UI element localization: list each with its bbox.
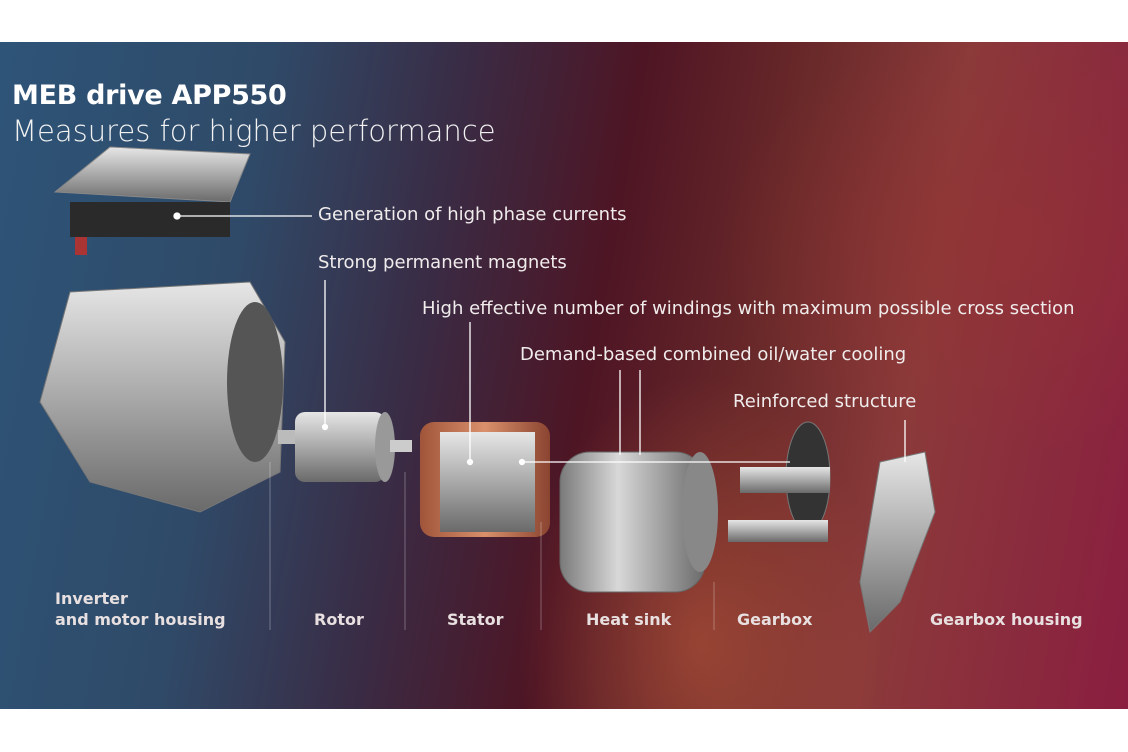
callout-magnets: Strong permanent magnets — [318, 252, 567, 273]
slide-subtitle: Measures for higher performance — [12, 114, 496, 148]
gearbox-housing-image — [859, 451, 936, 634]
stator-image — [420, 422, 550, 537]
heat-sink-image — [559, 451, 718, 593]
part-separators — [269, 462, 715, 630]
part-label-rotor: Rotor — [314, 610, 364, 629]
slide: MEB drive APP550 Measures for higher per… — [0, 42, 1128, 709]
callout-structure: Reinforced structure — [733, 391, 917, 412]
part-label-gearbox-housing: Gearbox housing — [930, 610, 1083, 629]
callout-windings: High effective number of windings with m… — [422, 298, 1075, 319]
part-label-line: Inverter — [55, 589, 128, 608]
leader-lines — [173, 212, 906, 466]
part-label-stator: Stator — [447, 610, 504, 629]
slide-title: MEB drive APP550 — [12, 80, 287, 111]
motor-housing-image — [39, 281, 286, 513]
part-label-line: and motor housing — [55, 610, 226, 629]
part-label-inverter-housing: Inverter and motor housing — [55, 588, 226, 630]
callout-cooling: Demand-based combined oil/water cooling — [520, 344, 907, 365]
exploded-drive-illustration — [39, 146, 936, 634]
part-label-heat-sink: Heat sink — [586, 610, 672, 629]
gearbox-image — [728, 421, 831, 542]
callout-phase-currents: Generation of high phase currents — [318, 204, 627, 225]
rotor-image — [278, 412, 412, 482]
inverter-image — [53, 146, 251, 255]
part-label-gearbox: Gearbox — [737, 610, 813, 629]
